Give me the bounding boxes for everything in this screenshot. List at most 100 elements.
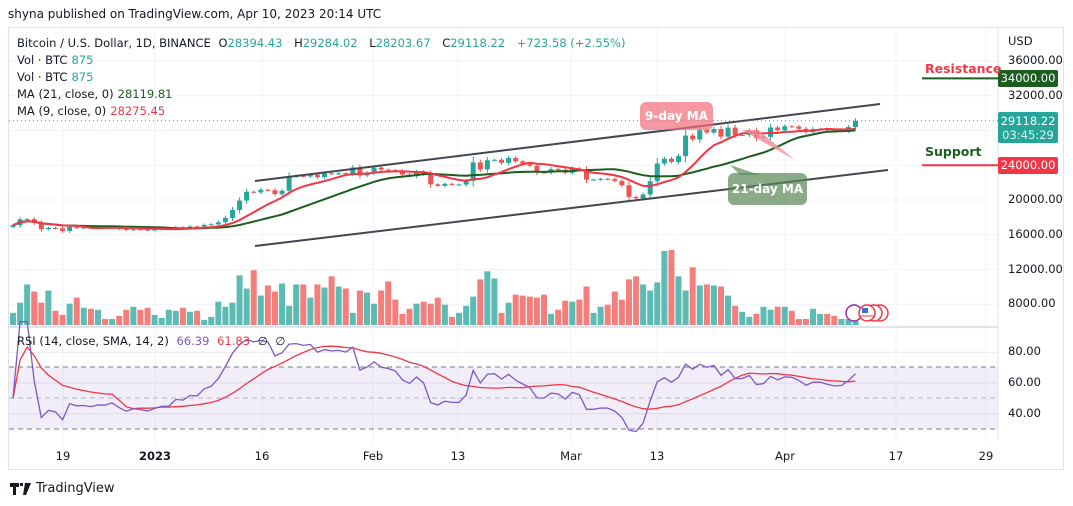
rsi-tick: 80.00 xyxy=(1008,344,1041,359)
volume-bar xyxy=(286,305,293,325)
resistance-label[interactable]: Resistance xyxy=(925,61,1002,76)
volume-bar xyxy=(555,309,562,325)
candle-body xyxy=(513,157,519,162)
legend-vol2[interactable]: Vol · BTC 875 xyxy=(17,70,97,84)
volume-bar xyxy=(604,304,611,325)
legend-ohlc: Bitcoin / U.S. Dollar, 1D, BINANCE O2839… xyxy=(17,36,629,50)
volume-bar xyxy=(703,284,710,325)
time-tick: Apr xyxy=(775,449,795,463)
candle-body xyxy=(300,175,306,177)
candle-body xyxy=(704,130,710,133)
volume-bar xyxy=(392,299,399,325)
candle-body xyxy=(215,222,221,225)
volume-bar xyxy=(102,318,109,325)
volume-bar xyxy=(498,312,505,325)
publisher-line: shyna published on TradingView.com, Apr … xyxy=(8,7,382,21)
legend-ma21[interactable]: MA (21, close, 0) 28119.81 xyxy=(17,87,177,101)
candle-body xyxy=(229,209,235,218)
volume-bar xyxy=(541,294,547,325)
volume-bar xyxy=(179,307,186,325)
volume-bar xyxy=(689,267,696,325)
rsi-na-value: ∅ xyxy=(257,334,268,348)
candle-body xyxy=(399,171,405,175)
volume-bar xyxy=(208,316,215,325)
candle-body xyxy=(272,190,278,195)
volume-bar xyxy=(194,310,201,325)
volume-bar xyxy=(307,297,314,325)
volume-bar xyxy=(484,271,491,325)
candle-body xyxy=(506,157,512,163)
volume-bar xyxy=(300,284,307,325)
open-value: 28394.43 xyxy=(227,36,283,50)
volume-bar xyxy=(279,283,286,325)
symbol-title: Bitcoin / U.S. Dollar, 1D, BINANCE xyxy=(17,36,211,50)
candle-body xyxy=(626,185,632,197)
support-label[interactable]: Support xyxy=(925,144,982,159)
volume-bar xyxy=(774,306,781,325)
volume-bar xyxy=(94,309,101,325)
volume-bar xyxy=(576,299,583,325)
legend-rsi[interactable]: RSI (14, close, SMA, 14, 2) 66.39 61.83 … xyxy=(17,334,289,348)
ma21-callout[interactable]: 21-day MA xyxy=(728,173,807,205)
candle-body xyxy=(520,161,526,164)
volume-bar xyxy=(569,301,576,325)
candle-body xyxy=(123,228,129,230)
rsi-tick: 40.00 xyxy=(1008,405,1041,420)
volume-bar xyxy=(795,318,802,325)
volume-bar xyxy=(24,284,31,325)
ma9-callout[interactable]: 9-day MA xyxy=(640,102,713,130)
volume-bar xyxy=(448,316,455,325)
price-tick: 16000.00 xyxy=(1008,226,1063,241)
candle-body xyxy=(499,159,505,163)
volume-bar xyxy=(817,313,824,325)
volume-bar xyxy=(781,306,788,325)
candle-body xyxy=(690,135,696,140)
vol-value: 875 xyxy=(71,70,94,84)
price-tick: 8000.00 xyxy=(1008,296,1056,311)
volume-bar xyxy=(583,286,590,325)
volume-bar xyxy=(187,311,193,325)
time-tick: 13 xyxy=(450,449,466,463)
volume-bar xyxy=(852,320,859,325)
legend-vol1[interactable]: Vol · BTC 875 xyxy=(17,53,97,67)
high-value: 29284.02 xyxy=(302,36,358,50)
volume-bar xyxy=(371,303,378,325)
vol-value: 875 xyxy=(71,53,94,67)
time-tick: Mar xyxy=(560,449,582,463)
candle-body xyxy=(208,224,214,226)
rsi-value: 66.39 xyxy=(176,334,210,348)
candle-body xyxy=(222,217,228,223)
price-tick: 20000.00 xyxy=(1008,192,1063,206)
volume-bar xyxy=(611,291,618,325)
time-tick: 19 xyxy=(55,449,71,463)
candle-body xyxy=(10,225,16,227)
volume-bar xyxy=(640,284,647,325)
volume-bar xyxy=(802,318,809,325)
volume-bar xyxy=(144,307,151,325)
event-icons[interactable] xyxy=(845,304,889,322)
volume-bar xyxy=(172,310,179,325)
candle-body xyxy=(697,130,703,140)
volume-bar xyxy=(519,295,526,325)
candle-body xyxy=(137,229,143,231)
volume-bar xyxy=(597,306,604,325)
channel-upper-trendline[interactable] xyxy=(254,103,881,182)
ma21-callout-pointer xyxy=(730,165,760,175)
volume-bar xyxy=(675,276,682,325)
volume-bar xyxy=(328,276,335,325)
candle-body xyxy=(449,183,455,185)
candle-body xyxy=(350,167,356,174)
candle-body xyxy=(619,180,625,186)
price-tick: 32000.00 xyxy=(1008,87,1063,102)
volume-bar xyxy=(399,313,406,325)
candle-body xyxy=(796,126,802,129)
volume-bar xyxy=(293,284,300,325)
tradingview-logo[interactable]: TradingView xyxy=(10,481,115,496)
ma21-label: MA (21, close, 0) xyxy=(17,87,114,101)
volume-bar xyxy=(158,317,165,325)
volume-bar xyxy=(116,315,123,325)
candle-body xyxy=(279,190,285,195)
legend-ma9[interactable]: MA (9, close, 0) 28275.45 xyxy=(17,104,169,118)
ma9-callout-pointer xyxy=(742,130,795,160)
